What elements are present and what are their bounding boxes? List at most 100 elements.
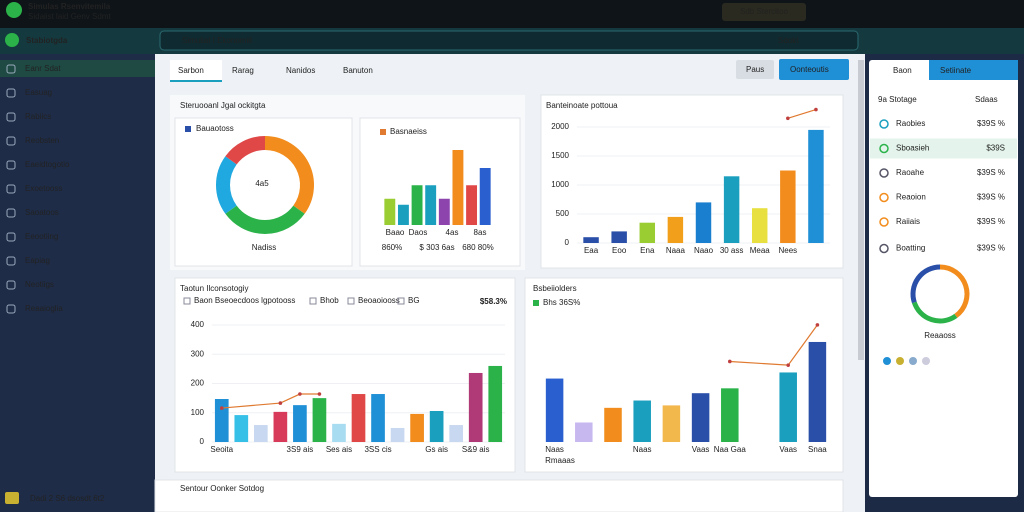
bar [351, 394, 366, 442]
panel-title: Bsbeiiolders [533, 284, 577, 293]
side-button[interactable] [929, 60, 1018, 80]
bar [780, 170, 796, 243]
bar-label: 4as [446, 228, 459, 237]
bar [662, 405, 681, 442]
nav-item[interactable]: Eaeidtogotio [25, 160, 70, 169]
nav-item[interactable]: Reobsten [25, 136, 59, 145]
filter-label: BG [408, 296, 420, 305]
bar [273, 411, 288, 442]
bar [425, 185, 437, 225]
side-item-label[interactable]: Boatting [896, 244, 925, 253]
bar [633, 400, 651, 442]
bar [390, 427, 405, 442]
side-button-text[interactable]: Setiinate [940, 66, 972, 75]
side-section: 9a Stotage [878, 95, 917, 104]
bar [411, 185, 423, 225]
side-item-label[interactable]: Raoahe [896, 168, 925, 177]
side-icon [879, 243, 889, 254]
panel-title: Steruooanl Jgal ockitgta [180, 101, 266, 110]
bar [721, 388, 739, 442]
checkbox[interactable] [183, 297, 191, 305]
search-button[interactable]: Sdokt [778, 36, 799, 45]
x-tick-label: Meaa [750, 246, 771, 255]
pause-button[interactable] [736, 60, 774, 79]
side-item-value: $39S % [977, 244, 1005, 253]
side-item-label[interactable]: Raobies [896, 119, 925, 128]
pager-dot [883, 357, 891, 365]
bar [234, 415, 249, 442]
bar [429, 410, 444, 442]
bar-card [359, 117, 521, 267]
y-tick-label: 500 [556, 209, 570, 218]
bar [449, 425, 464, 442]
donut-slice [225, 205, 305, 234]
bar-label: Baao [386, 228, 405, 237]
side-item-label[interactable]: Sboasieh [896, 144, 929, 153]
bar [575, 422, 593, 442]
nav-item[interactable]: Reaaioglia [25, 304, 63, 313]
x-tick-label: Ena [640, 246, 655, 255]
nav-item[interactable]: Rabiics [25, 112, 51, 121]
bar [293, 405, 307, 442]
checkbox[interactable] [397, 297, 405, 305]
top-search[interactable] [722, 3, 806, 21]
donut-slice [216, 156, 237, 214]
side-item-value: $39S [986, 144, 1005, 153]
filter-label: Bhob [320, 296, 339, 305]
tab[interactable]: Banuton [343, 66, 373, 75]
trend-point [786, 116, 790, 121]
nav-item[interactable]: Saoatoos [25, 208, 59, 217]
x-tick-label: Snaa [808, 445, 827, 454]
y-tick-label: 2000 [551, 122, 569, 131]
nav-item[interactable]: Eeootiing [25, 232, 58, 241]
top-bar [0, 0, 1024, 28]
y-tick-label: 1500 [551, 151, 569, 160]
bar-label: 8as [474, 228, 487, 237]
nav-item[interactable]: Neotiigs [25, 280, 54, 289]
x-tick-label: Rmaaas [545, 456, 575, 465]
trend-point [278, 401, 283, 405]
y-tick-label: 100 [191, 408, 205, 417]
bar [808, 129, 824, 243]
nav-icon [6, 232, 16, 242]
side-panel [869, 60, 1018, 497]
tab[interactable]: Sarbon [178, 66, 204, 75]
trend-point [815, 323, 820, 327]
nav-icon [6, 88, 16, 98]
side-item-value: $39S % [977, 193, 1005, 202]
panel-title: Sentour Oonker Sotdog [180, 484, 264, 493]
legend-label: Basnaeiss [390, 127, 427, 136]
side-item-value: $39S % [977, 119, 1005, 128]
bar [779, 372, 797, 442]
bar [751, 208, 768, 243]
side-icon [879, 143, 889, 154]
trend-point [317, 392, 322, 396]
nav-item[interactable]: Exoetooss [25, 184, 62, 193]
side-item-label[interactable]: Reaoion [896, 193, 926, 202]
bar [312, 398, 327, 442]
primary-button[interactable] [779, 59, 849, 80]
tab[interactable]: Nanidos [286, 66, 315, 75]
trend-point [219, 406, 224, 410]
panel-title: Banteinoate pottoua [546, 101, 618, 110]
pager-dot [922, 357, 930, 365]
active-tab[interactable] [170, 60, 222, 82]
filter-label: Beoaoiooss [358, 296, 400, 305]
sidebar-active [0, 60, 155, 77]
tab[interactable]: Rarag [232, 66, 254, 75]
side-item-label[interactable]: Raiiais [896, 217, 920, 226]
value-label: 680 80% [462, 243, 494, 252]
nav-item[interactable]: Easuag [25, 88, 52, 97]
nav-icon [6, 184, 16, 194]
trend-panel [174, 277, 516, 473]
side-icon [879, 192, 889, 203]
top-search-text: Sdb Stercitoo [740, 7, 789, 16]
checkbox[interactable] [309, 297, 317, 305]
nav-item[interactable]: Eapiag [25, 256, 50, 265]
legend-swatch [380, 129, 386, 135]
nav-item[interactable]: Eanr Sdat [25, 64, 61, 73]
search-field[interactable] [159, 30, 859, 51]
side-row-active [870, 138, 1017, 159]
checkbox[interactable] [347, 297, 355, 305]
